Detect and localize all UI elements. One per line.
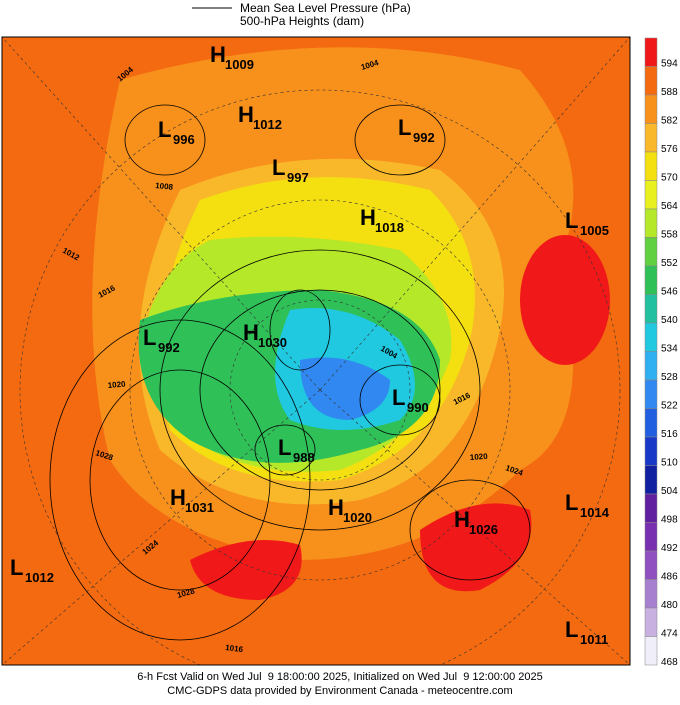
colorbar-cell: [644, 237, 658, 267]
colorbar-cell: [644, 151, 658, 181]
colorbar-cell: [644, 180, 658, 210]
system-pressure: 992: [413, 130, 435, 145]
colorbar-label: 486: [661, 571, 678, 582]
colorbar-label: 564: [661, 201, 678, 212]
footer-text: CMC-GDPS data provided by Environment Ca…: [167, 685, 512, 697]
system-pressure: 1009: [225, 57, 254, 72]
colorbar-label: 468: [661, 657, 678, 668]
system-letter: H: [328, 495, 344, 520]
system-pressure: 1031: [185, 500, 214, 515]
contour-label: 1016: [225, 643, 244, 654]
system-letter: H: [170, 485, 186, 510]
colorbar-cell: [644, 37, 658, 67]
system-letter: H: [238, 102, 254, 127]
system-pressure: 1012: [253, 117, 282, 132]
colorbar-cell: [644, 94, 658, 124]
contour-label: 1020: [107, 379, 126, 390]
colorbar-label: 516: [661, 429, 678, 440]
colorbar-label: 498: [661, 514, 678, 525]
colorbar-cell: [644, 322, 658, 352]
graticule: [2, 37, 630, 665]
legend-item: 500-hPa Heights (dam): [240, 14, 364, 28]
system-pressure: 1005: [580, 223, 609, 238]
height-region: [300, 357, 390, 420]
colorbar-cell: [644, 66, 658, 96]
system-pressure: 996: [173, 132, 195, 147]
colorbar-cell: [644, 294, 658, 324]
colorbar-label: 546: [661, 286, 678, 297]
system-pressure: 1026: [469, 522, 498, 537]
colorbar-label: 570: [661, 172, 678, 183]
system-pressure: 1018: [375, 220, 404, 235]
system-pressure: 990: [407, 400, 429, 415]
colorbar-cell: [644, 265, 658, 295]
colorbar-cell: [644, 436, 658, 466]
system-pressure: 992: [158, 340, 180, 355]
colorbar-label: 576: [661, 144, 678, 155]
map-frame: [1, 36, 631, 666]
footer-text: 6-h Fcst Valid on Wed Jul 9 18:00:00 202…: [137, 671, 542, 683]
contour-label: 1020: [470, 452, 489, 462]
system-pressure: 1011: [580, 632, 608, 647]
colorbar-cell: [644, 123, 658, 153]
contour-label: 1008: [155, 181, 174, 192]
colorbar-label: 558: [661, 229, 678, 240]
height-region: [190, 540, 302, 600]
system-pressure: 1030: [258, 335, 287, 350]
colorbar-label: 588: [661, 87, 678, 98]
colorbar-label: 522: [661, 400, 678, 411]
height-region: [520, 235, 610, 365]
legend-item: Mean Sea Level Pressure (hPa): [240, 1, 411, 15]
system-letter: L: [565, 617, 578, 642]
system-letter: L: [158, 117, 171, 142]
system-letter: L: [272, 155, 285, 180]
colorbar-label: 534: [661, 343, 678, 354]
system-pressure: 1020: [343, 510, 372, 525]
system-letter: H: [360, 205, 376, 230]
colorbar-label: 480: [661, 600, 678, 611]
isobars: [49, 104, 531, 641]
colorbar-label: 504: [661, 486, 678, 497]
colorbar-cell: [644, 208, 658, 238]
system-letter: H: [454, 507, 470, 532]
system-letter: H: [243, 320, 259, 345]
system-letter: L: [392, 385, 405, 410]
system-letter: L: [10, 555, 23, 580]
colorbar-label: 582: [661, 115, 678, 126]
system-pressure: 1012: [25, 570, 54, 585]
system-letter: L: [565, 208, 578, 233]
colorbar-cell: [644, 493, 658, 523]
height-region: [420, 503, 532, 592]
colorbar-cell: [644, 522, 658, 552]
colorbar-cell: [644, 550, 658, 580]
colorbar-label: 594: [661, 58, 678, 69]
colorbar-label: 510: [661, 457, 678, 468]
system-letter: L: [565, 490, 578, 515]
colorbar-label: 474: [661, 628, 678, 639]
system-pressure: 988: [293, 450, 315, 465]
colorbar-cell: [644, 465, 658, 495]
colorbar-label: 552: [661, 258, 678, 269]
system-letter: L: [143, 325, 156, 350]
colorbar-cell: [644, 379, 658, 409]
colorbar-label: 492: [661, 543, 678, 554]
system-letter: L: [278, 435, 291, 460]
colorbar-cell: [644, 408, 658, 438]
system-pressure: 997: [287, 170, 309, 185]
system-letter: L: [398, 115, 411, 140]
system-letter: H: [210, 42, 226, 67]
colorbar-cell: [644, 351, 658, 381]
colorbar-cell: [644, 607, 658, 637]
colorbar-label: 540: [661, 315, 678, 326]
colorbar-cell: [644, 579, 658, 609]
system-pressure: 1014: [580, 505, 610, 520]
colorbar-cell: [644, 636, 658, 666]
colorbar-label: 528: [661, 372, 678, 383]
